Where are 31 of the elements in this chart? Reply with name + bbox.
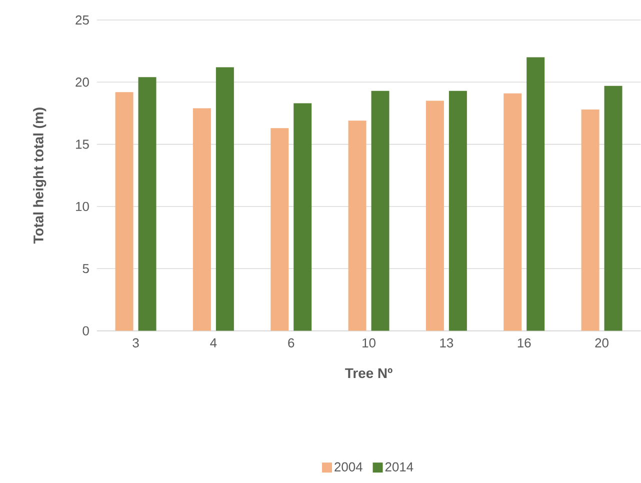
x-axis-title: Tree Nº — [345, 368, 392, 378]
bar — [294, 103, 312, 331]
bar — [348, 120, 366, 331]
x-tick-label: 16 — [518, 338, 531, 348]
x-tick-label: 6 — [288, 338, 294, 348]
bar — [504, 93, 522, 331]
y-tick-label: 20 — [76, 78, 89, 87]
bar — [192, 108, 211, 331]
bar — [426, 100, 444, 331]
legend-label: 2004 — [334, 462, 362, 472]
bar — [138, 77, 156, 331]
bar — [581, 110, 600, 331]
x-tick-label: 3 — [132, 338, 139, 348]
bar — [216, 67, 234, 331]
bar — [604, 86, 622, 331]
y-tick-label: 10 — [76, 202, 89, 212]
y-tick-label: 25 — [76, 16, 89, 25]
x-tick-label: 13 — [440, 338, 454, 348]
bar — [371, 90, 390, 331]
bar — [115, 92, 134, 331]
bar — [448, 90, 467, 331]
x-tick-label: 20 — [595, 338, 608, 348]
x-tick-label: 4 — [210, 338, 217, 348]
bar — [270, 128, 289, 331]
y-axis-title: Total height total (m) — [33, 108, 46, 244]
y-tick-label: 15 — [76, 140, 89, 149]
y-tick-label: 5 — [82, 264, 89, 274]
bar — [526, 57, 545, 331]
y-tick-label: 0 — [82, 326, 89, 336]
x-tick-label: 10 — [362, 338, 376, 348]
legend-label: 2014 — [385, 462, 414, 472]
